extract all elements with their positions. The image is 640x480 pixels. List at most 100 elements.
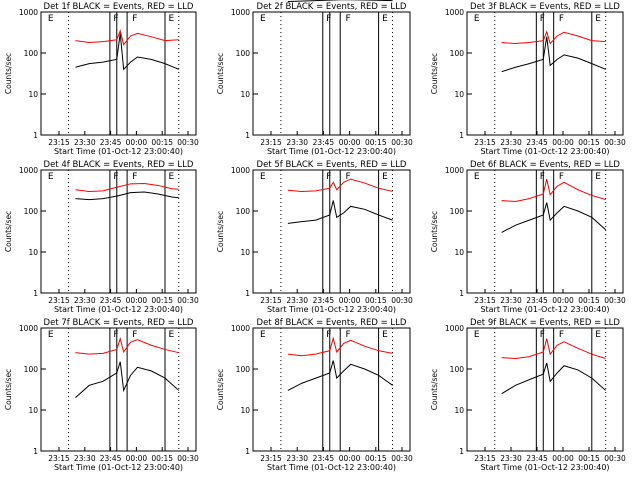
interval-letter: F (345, 172, 350, 182)
interval-letter: E (48, 14, 54, 24)
y-tick-label: 100 (236, 365, 251, 374)
detector-panel-7: Det 7f BLACK = Events, RED = LLD 1 10 100 10… (4, 318, 199, 472)
interval-letter: E (260, 330, 266, 340)
interval-letter: E (595, 172, 601, 182)
y-tick-label: 1000 (445, 8, 464, 17)
x-tick-label: 00:15 (151, 138, 173, 147)
interval-letter: E (168, 172, 174, 182)
y-tick-label: 1000 (231, 8, 250, 17)
x-tick-label: 23:15 (48, 296, 70, 305)
series-lld (287, 336, 393, 357)
interval-letter: F (113, 14, 118, 24)
x-tick-label: 23:15 (48, 454, 70, 463)
interval-letter: E (382, 14, 388, 24)
interval-letter: E (260, 172, 266, 182)
x-tick-label: 23:45 (313, 454, 335, 463)
y-tick-label: 10 (28, 406, 38, 415)
interval-letter: E (382, 330, 388, 340)
series-events (501, 202, 606, 233)
detector-panel-3: Det 3f BLACK = Events, RED = LLD 1 10 100 10… (430, 2, 626, 156)
x-tick-label: 00:00 (339, 454, 361, 463)
y-tick-label: 1000 (231, 166, 250, 175)
y-tick-label: 100 (24, 49, 39, 58)
interval-letter: F (326, 14, 331, 24)
interval-letter: F (132, 330, 137, 340)
x-axis-label: Start Time (01-Oct-12 23:00:40) (54, 463, 183, 472)
x-tick-label: 00:00 (552, 138, 574, 147)
y-axis-label: Counts/sec (216, 53, 225, 94)
series-events (501, 362, 606, 395)
interval-letter: F (326, 172, 331, 182)
x-tick-label: 00:00 (126, 138, 148, 147)
x-tick-label: 00:30 (177, 138, 199, 147)
x-tick-label: 23:30 (74, 138, 96, 147)
y-axis-label: Counts/sec (216, 369, 225, 410)
y-tick-label: 1000 (19, 324, 38, 333)
x-tick-label: 23:45 (526, 138, 548, 147)
x-tick-label: 23:45 (100, 296, 122, 305)
x-tick-label: 23:15 (260, 296, 282, 305)
x-tick-label: 00:15 (365, 296, 387, 305)
x-axis-label: Start Time (01-Oct-12 23:00:40) (54, 305, 183, 314)
plot-frame (40, 169, 197, 294)
series-lld (501, 178, 606, 203)
x-tick-label: 23:15 (474, 296, 496, 305)
interval-letter: F (345, 330, 350, 340)
y-tick-label: 1 (245, 131, 250, 140)
y-tick-label: 1 (459, 131, 464, 140)
y-tick-label: 10 (454, 406, 464, 415)
y-tick-label: 100 (450, 207, 465, 216)
detector-panel-1: Det 1f BLACK = Events, RED = LLD 1 10 100 10… (4, 2, 199, 156)
x-tick-label: 00:30 (604, 138, 626, 147)
x-tick-label: 23:45 (313, 296, 335, 305)
x-tick-label: 00:15 (578, 296, 600, 305)
y-tick-label: 10 (454, 90, 464, 99)
x-tick-label: 23:15 (474, 138, 496, 147)
x-tick-label: 00:00 (339, 296, 361, 305)
interval-letter: F (559, 14, 564, 24)
y-axis-label: Counts/sec (4, 369, 13, 410)
x-axis-label: Start Time (01-Oct-12 23:00:40) (267, 305, 396, 314)
plot-frame (466, 169, 624, 294)
x-tick-label: 00:15 (578, 454, 600, 463)
series-events (501, 36, 606, 73)
plot-frame (466, 11, 624, 136)
y-tick-label: 10 (28, 90, 38, 99)
detector-panel-9: Det 9f BLACK = Events, RED = LLD 1 10 100 10… (430, 318, 626, 472)
series-lld (287, 178, 393, 192)
x-tick-label: 00:15 (578, 138, 600, 147)
x-tick-label: 00:30 (391, 138, 413, 147)
series-lld (501, 338, 606, 360)
y-tick-label: 100 (450, 49, 465, 58)
y-tick-label: 100 (450, 365, 465, 374)
x-axis-label: Start Time (01-Oct-12 23:00:40) (267, 147, 396, 156)
x-tick-label: 23:30 (286, 296, 308, 305)
x-tick-label: 23:30 (500, 296, 522, 305)
panel-title: Det 2f BLACK = Events, RED = LLD (257, 2, 407, 12)
plot-frame (40, 327, 197, 452)
interval-letter: E (382, 172, 388, 182)
y-axis-label: Counts/sec (430, 53, 439, 94)
x-tick-label: 00:30 (177, 454, 199, 463)
y-tick-label: 10 (240, 406, 250, 415)
y-tick-label: 1000 (19, 8, 38, 17)
interval-letter: E (595, 330, 601, 340)
x-tick-label: 00:30 (604, 296, 626, 305)
interval-letter: F (132, 14, 137, 24)
y-tick-label: 1 (245, 289, 250, 298)
x-tick-label: 23:15 (260, 454, 282, 463)
x-tick-label: 00:30 (391, 454, 413, 463)
series-events (287, 0, 393, 3)
x-tick-label: 23:30 (286, 454, 308, 463)
interval-letter: E (260, 14, 266, 24)
y-tick-label: 1 (459, 289, 464, 298)
series-events (287, 360, 393, 391)
x-axis-label: Start Time (01-Oct-12 23:00:40) (54, 147, 183, 156)
y-tick-label: 1000 (19, 166, 38, 175)
y-axis-label: Counts/sec (216, 211, 225, 252)
x-tick-label: 23:30 (500, 454, 522, 463)
panel-title: Det 6f BLACK = Events, RED = LLD (470, 160, 620, 170)
y-tick-label: 1000 (231, 324, 250, 333)
y-tick-label: 1 (33, 289, 38, 298)
